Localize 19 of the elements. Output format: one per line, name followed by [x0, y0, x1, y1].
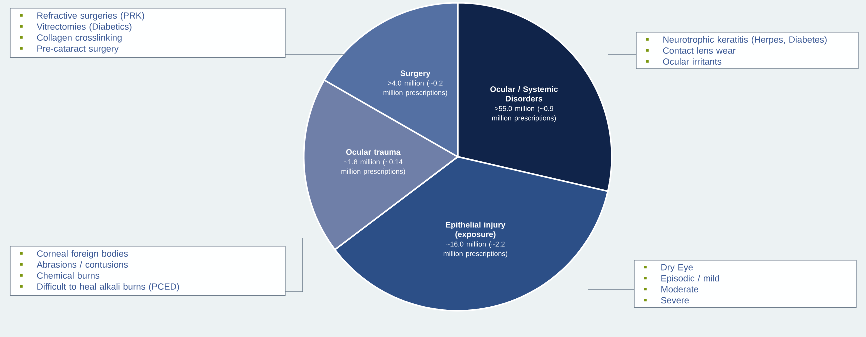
text: Difficult to heal alkali burns (PCED) — [38, 283, 180, 292]
text: Pre-cataract surgery — [38, 46, 119, 54]
text: Dry Eye — [662, 264, 694, 272]
text: Corneal foreign bodies — [37, 250, 128, 259]
text: Refractive surgeries (PRK) — [38, 12, 144, 21]
slice-label: Surgery — [400, 70, 431, 78]
text: Abrasions / contusions — [36, 261, 128, 268]
text: Moderate — [662, 286, 699, 293]
text: Neurotrophic keratitis (Herpes, Diabetes) — [664, 36, 827, 45]
text: Episodic / mild — [662, 275, 720, 284]
text: Ocular irritants — [663, 58, 722, 66]
text: Vitrectomies (Diabetics) — [36, 23, 132, 32]
text: Chemical burns — [37, 272, 100, 280]
slice-label: Epithelial injury (exposure) — [446, 222, 506, 239]
text: Severe — [661, 297, 690, 304]
text: Collagen crosslinking — [37, 34, 122, 43]
text: Contact lens wear — [663, 47, 736, 54]
slice-label: Ocular trauma — [346, 149, 401, 156]
slice-label: Ocular / Systemic Disorders — [490, 86, 558, 102]
